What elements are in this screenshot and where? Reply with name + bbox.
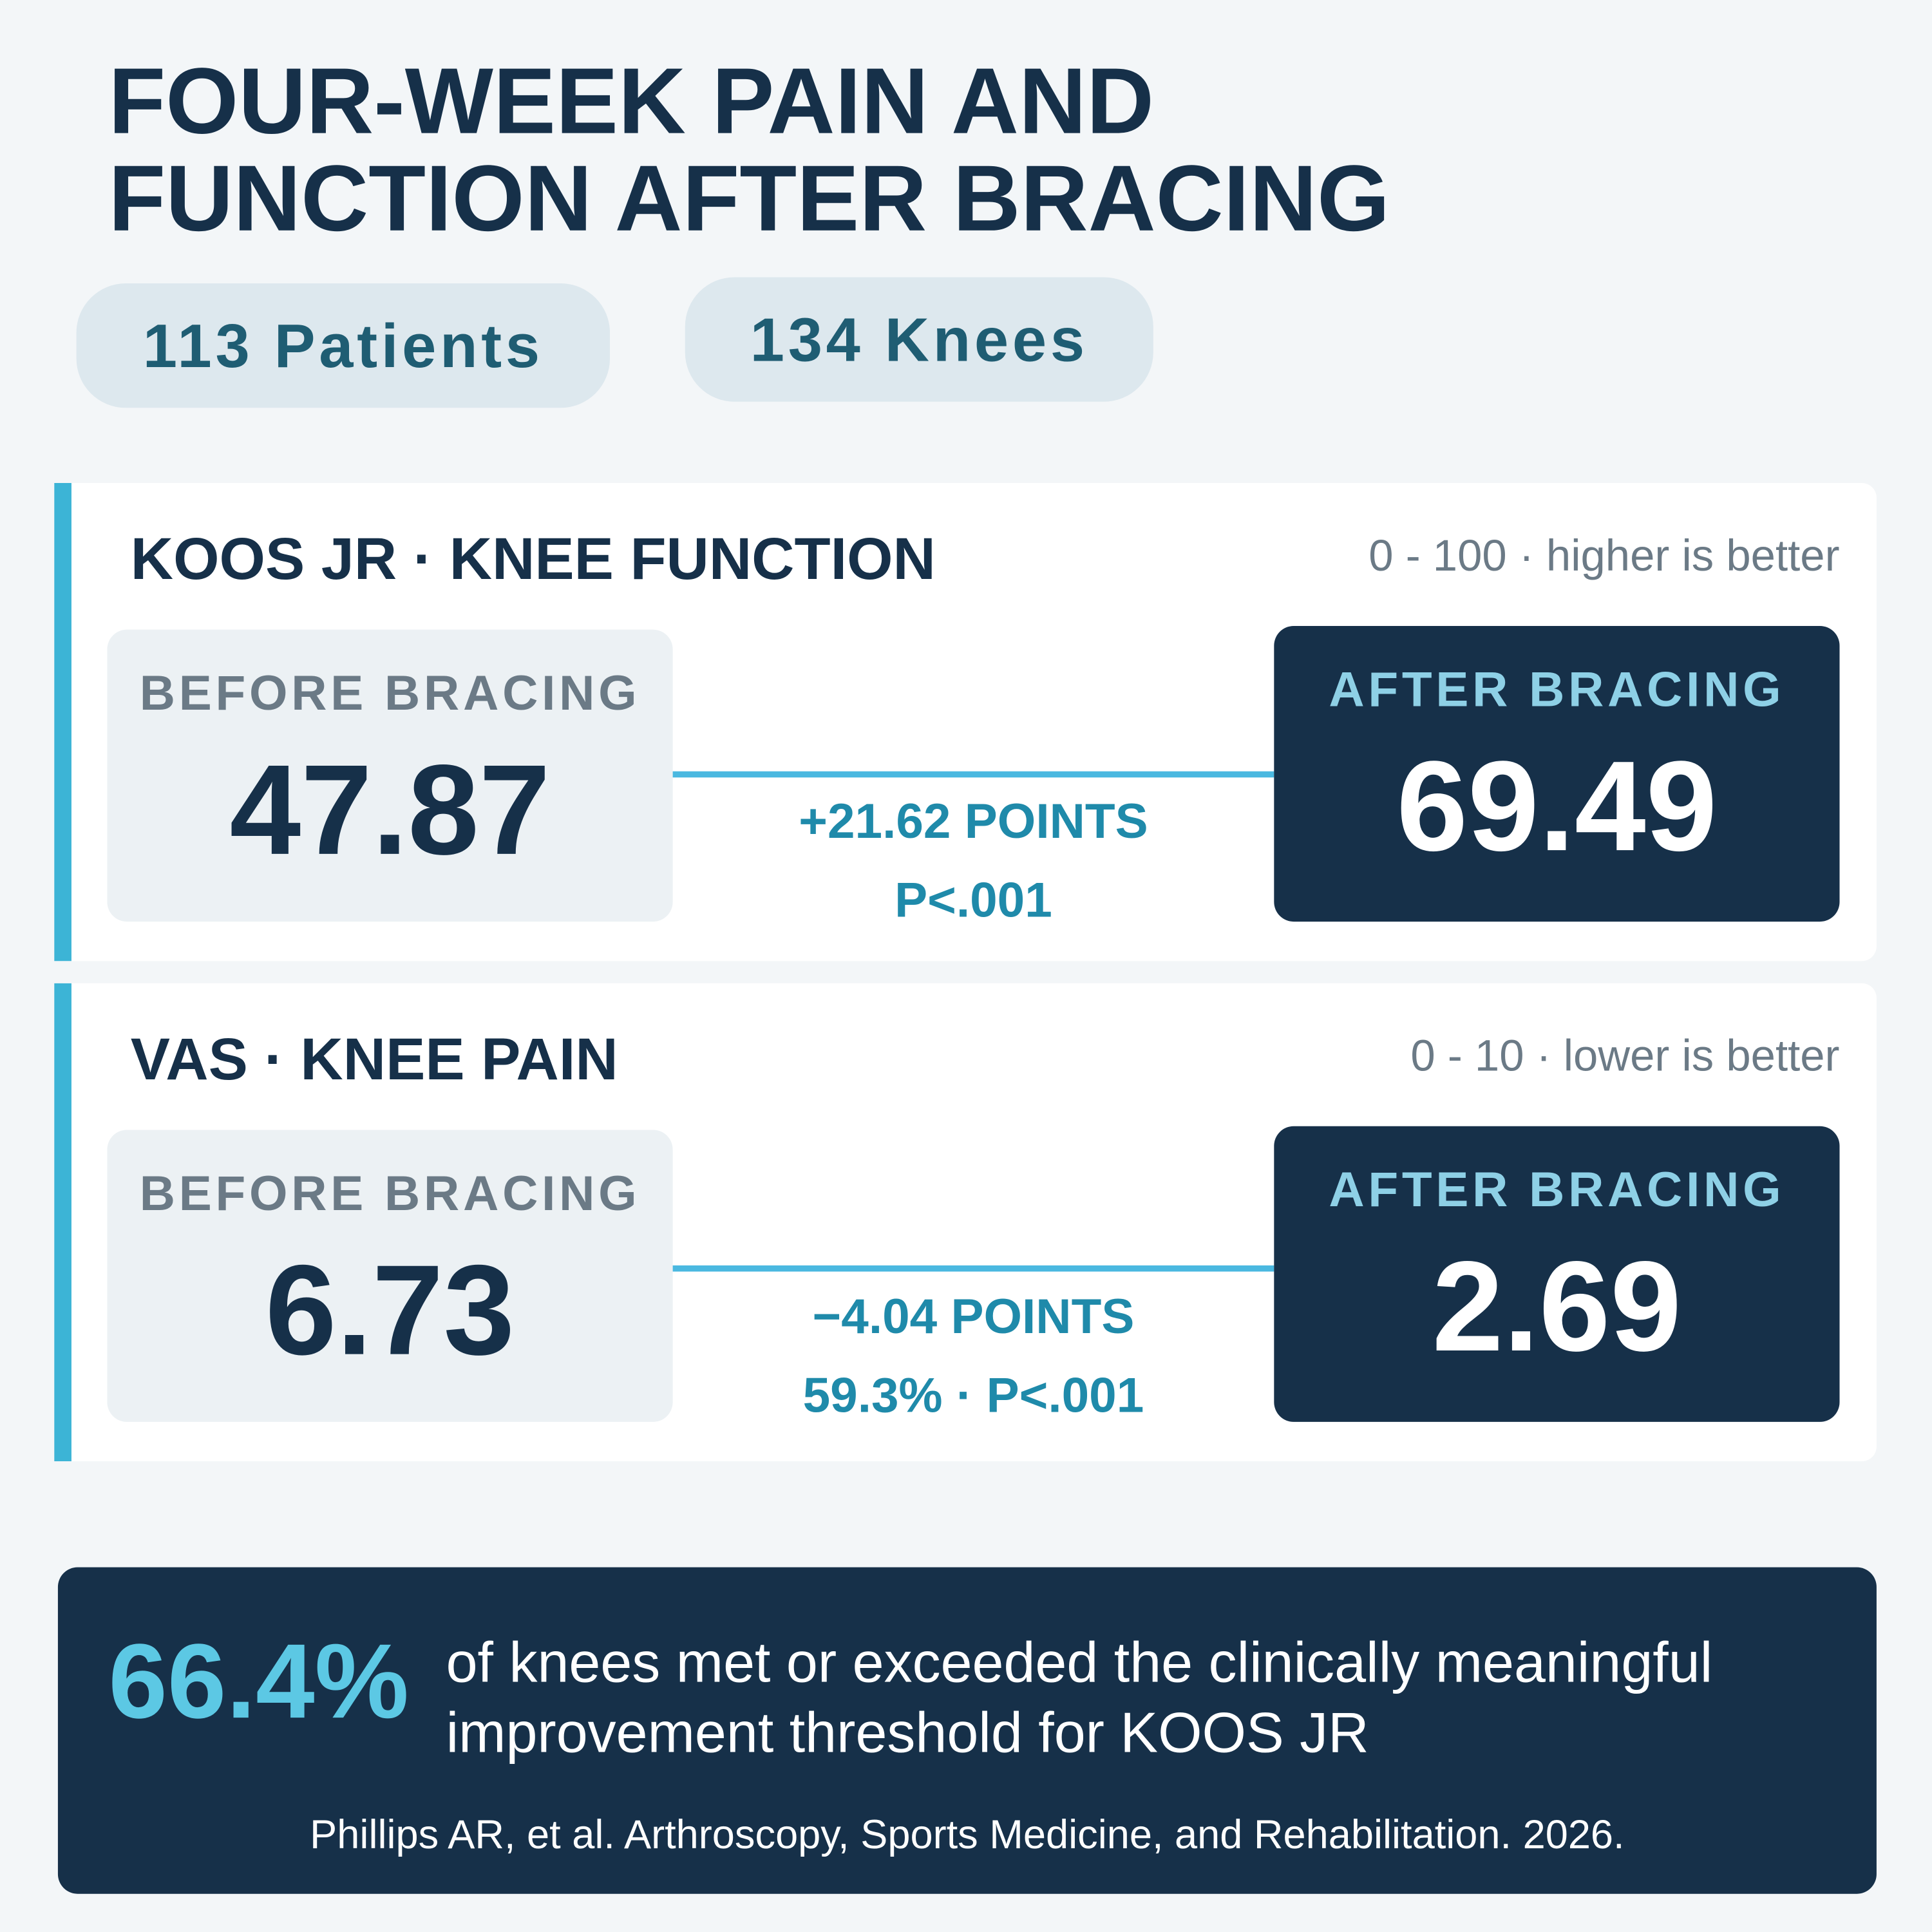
after-box: AFTER BRACING 2.69 <box>1274 1126 1840 1422</box>
before-value: 6.73 <box>265 1239 515 1383</box>
panel-scale: 0 - 10 · lower is better <box>1410 1030 1840 1081</box>
footer-text: of knees met or exceeded the clinically … <box>446 1630 1713 1694</box>
badge: 134 Knees <box>685 277 1153 402</box>
badge-text: 113 Patients <box>142 311 544 381</box>
citation: Phillips AR, et al. Arthroscopy, Sports … <box>310 1811 1625 1857</box>
before-value: 47.87 <box>229 739 551 882</box>
change-text: P<.001 <box>895 873 1052 928</box>
metric-panel: VAS · KNEE PAIN 0 - 10 · lower is better B… <box>54 983 1877 1462</box>
after-value: 2.69 <box>1432 1236 1682 1379</box>
badge-text: 134 Knees <box>750 305 1088 374</box>
before-box: BEFORE BRACING 47.87 <box>107 629 673 922</box>
after-value: 69.49 <box>1396 735 1718 879</box>
badge: 113 Patients <box>76 283 611 408</box>
change-text: −4.04 POINTS <box>812 1290 1135 1345</box>
metric-panel: KOOS JR · KNEE FUNCTION 0 - 100 · higher … <box>54 482 1877 961</box>
change-text: 59.3% · P<.001 <box>802 1368 1144 1423</box>
panel-scale: 0 - 100 · higher is better <box>1368 529 1840 581</box>
before-label: BEFORE BRACING <box>139 667 641 721</box>
before-label: BEFORE BRACING <box>139 1166 641 1222</box>
after-label: AFTER BRACING <box>1329 1163 1785 1218</box>
before-box: BEFORE BRACING 6.73 <box>107 1130 673 1422</box>
footer: 66.4% of knees met or exceeded the clini… <box>57 1567 1877 1894</box>
stat: 66.4% <box>108 1622 409 1741</box>
title-line: FUNCTION AFTER BRACING <box>108 146 1390 252</box>
after-box: AFTER BRACING 69.49 <box>1274 625 1840 922</box>
footer-text: improvement threshold for KOOS JR <box>446 1700 1369 1765</box>
title-line: FOUR-WEEK PAIN AND <box>108 49 1155 155</box>
connector <box>672 771 1274 778</box>
connector <box>672 1265 1274 1272</box>
panel-title: VAS · KNEE PAIN <box>130 1027 618 1094</box>
panel-title: KOOS JR · KNEE FUNCTION <box>130 527 936 593</box>
after-label: AFTER BRACING <box>1329 663 1785 717</box>
change-text: +21.62 POINTS <box>799 795 1148 849</box>
